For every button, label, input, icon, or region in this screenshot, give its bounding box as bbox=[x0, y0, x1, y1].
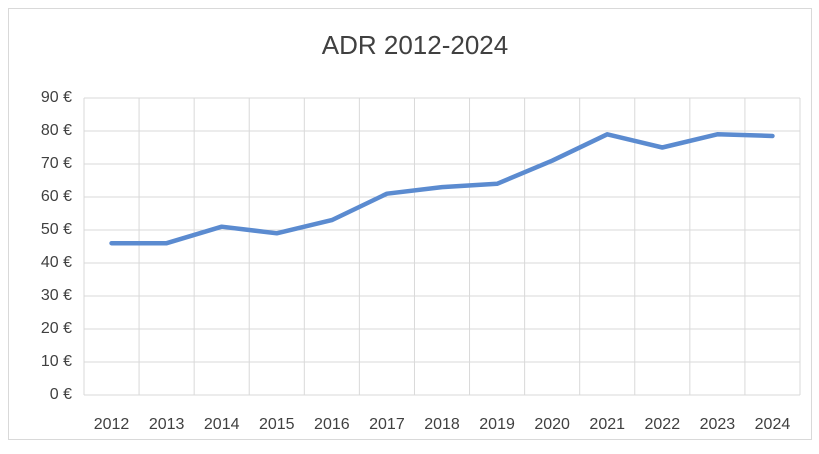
x-tick-label: 2023 bbox=[700, 416, 736, 433]
x-tick-label: 2015 bbox=[259, 416, 295, 433]
chart-border bbox=[8, 8, 812, 440]
x-tick-label: 2020 bbox=[534, 416, 570, 433]
y-tick-label: 40 € bbox=[41, 254, 72, 271]
x-tick-label: 2018 bbox=[424, 416, 460, 433]
x-tick-label: 2013 bbox=[149, 416, 185, 433]
x-tick-label: 2024 bbox=[755, 416, 791, 433]
x-tick-label: 2019 bbox=[479, 416, 515, 433]
y-tick-label: 50 € bbox=[41, 221, 72, 238]
x-tick-label: 2021 bbox=[589, 416, 625, 433]
y-tick-label: 20 € bbox=[41, 320, 72, 337]
y-tick-label: 80 € bbox=[41, 122, 72, 139]
x-tick-label: 2012 bbox=[94, 416, 130, 433]
y-tick-label: 60 € bbox=[41, 188, 72, 205]
x-tick-label: 2016 bbox=[314, 416, 350, 433]
x-tick-label: 2017 bbox=[369, 416, 405, 433]
y-tick-label: 0 € bbox=[50, 386, 72, 403]
x-tick-label: 2022 bbox=[645, 416, 681, 433]
x-tick-label: 2014 bbox=[204, 416, 240, 433]
y-tick-label: 90 € bbox=[41, 89, 72, 106]
y-tick-label: 70 € bbox=[41, 155, 72, 172]
series-line bbox=[109, 132, 775, 246]
y-tick-label: 30 € bbox=[41, 287, 72, 304]
chart-title: ADR 2012-2024 bbox=[322, 30, 508, 60]
y-tick-label: 10 € bbox=[41, 353, 72, 370]
